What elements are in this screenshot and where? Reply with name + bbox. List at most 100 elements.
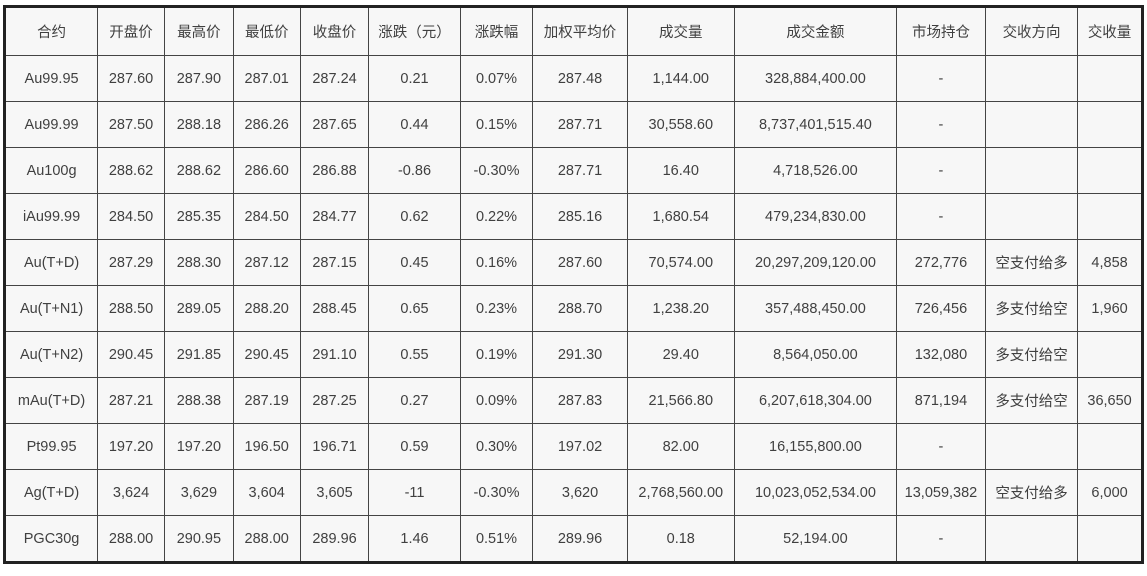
value-cell: 285.16 [532, 193, 628, 240]
value-cell: 0.07% [459, 55, 534, 102]
value-cell: 288.00 [97, 515, 165, 563]
value-cell: - [895, 193, 987, 240]
value-cell: 288.45 [299, 285, 370, 332]
value-cell: 3,604 [232, 469, 301, 516]
value-cell: 0.65 [368, 285, 461, 332]
value-cell: 70,574.00 [626, 239, 735, 286]
contract-cell: PGC30g [3, 515, 99, 563]
value-cell: 0.16% [459, 239, 534, 286]
value-cell: 空支付给多 [984, 239, 1079, 286]
column-header-8: 成交量 [626, 6, 735, 56]
value-cell: 多支付给空 [984, 377, 1079, 424]
value-cell: 290.45 [232, 331, 301, 378]
value-cell: 6,207,618,304.00 [733, 377, 897, 424]
value-cell: 132,080 [895, 331, 987, 378]
value-cell: -0.30% [459, 469, 534, 516]
value-cell: 287.25 [299, 377, 370, 424]
value-cell: 3,620 [532, 469, 628, 516]
market-quotes-table: 合约 开盘价 最高价 最低价 收盘价 涨跌（元） 涨跌幅 加权平均价 成交量 成交金额 市场持仓 交收… [3, 5, 1144, 564]
value-cell: 287.83 [532, 377, 628, 424]
column-header-0: 合约 [3, 6, 99, 56]
value-cell: 288.30 [163, 239, 234, 286]
value-cell: 空支付给多 [984, 469, 1079, 516]
value-cell: 3,605 [299, 469, 370, 516]
value-cell: -0.30% [459, 147, 534, 194]
value-cell: 1,960 [1077, 285, 1143, 332]
value-cell: 196.50 [232, 423, 301, 470]
value-cell: 289.05 [163, 285, 234, 332]
value-cell: 0.45 [368, 239, 461, 286]
value-cell: 0.51% [459, 515, 534, 563]
value-cell: 0.62 [368, 193, 461, 240]
value-cell: 29.40 [626, 331, 735, 378]
value-cell: 290.95 [163, 515, 234, 563]
column-header-4: 收盘价 [299, 6, 370, 56]
value-cell: 82.00 [626, 423, 735, 470]
value-cell: 0.18 [626, 515, 735, 563]
value-cell [1077, 55, 1143, 102]
value-cell: 291.10 [299, 331, 370, 378]
contract-cell: Au99.99 [3, 101, 99, 148]
value-cell: 285.35 [163, 193, 234, 240]
value-cell [1077, 101, 1143, 148]
value-cell: 290.45 [97, 331, 165, 378]
table-row: Ag(T+D) 3,624 3,629 3,604 3,605 -11 -0.30% 3,62… [3, 469, 1143, 516]
value-cell: 286.26 [232, 101, 301, 148]
value-cell: 0.19% [459, 331, 534, 378]
value-cell: - [895, 423, 987, 470]
value-cell: 288.50 [97, 285, 165, 332]
value-cell: 286.60 [232, 147, 301, 194]
value-cell: 36,650 [1077, 377, 1143, 424]
value-cell: 196.71 [299, 423, 370, 470]
value-cell: -11 [368, 469, 461, 516]
value-cell: 291.30 [532, 331, 628, 378]
value-cell: 0.21 [368, 55, 461, 102]
value-cell: 328,884,400.00 [733, 55, 897, 102]
table-row: Au(T+N2) 290.45 291.85 290.45 291.10 0.55 0.19… [3, 331, 1143, 378]
contract-cell: mAu(T+D) [3, 377, 99, 424]
value-cell: 6,000 [1077, 469, 1143, 516]
header-row: 合约 开盘价 最高价 最低价 收盘价 涨跌（元） 涨跌幅 加权平均价 成交量 成交金额 市场持仓 交收… [3, 6, 1143, 56]
value-cell: 287.15 [299, 239, 370, 286]
value-cell: 3,624 [97, 469, 165, 516]
value-cell: 多支付给空 [984, 331, 1079, 378]
value-cell [1077, 515, 1143, 563]
table-row: Pt99.95 197.20 197.20 196.50 196.71 0.59 0.30%… [3, 423, 1143, 470]
column-header-11: 交收方向 [984, 6, 1079, 56]
value-cell: 8,737,401,515.40 [733, 101, 897, 148]
value-cell: 726,456 [895, 285, 987, 332]
value-cell: 1,680.54 [626, 193, 735, 240]
contract-cell: Au(T+D) [3, 239, 99, 286]
table-row: PGC30g 288.00 290.95 288.00 289.96 1.46 0.51% 2… [3, 515, 1143, 563]
value-cell: 479,234,830.00 [733, 193, 897, 240]
value-cell: 21,566.80 [626, 377, 735, 424]
value-cell: 287.19 [232, 377, 301, 424]
value-cell: 288.18 [163, 101, 234, 148]
column-header-2: 最高价 [163, 6, 234, 56]
value-cell [984, 515, 1079, 563]
value-cell: 13,059,382 [895, 469, 987, 516]
value-cell: 287.60 [97, 55, 165, 102]
value-cell: 288.62 [97, 147, 165, 194]
table-row: mAu(T+D) 287.21 288.38 287.19 287.25 0.27 0.09… [3, 377, 1143, 424]
value-cell [1077, 331, 1143, 378]
value-cell: 197.20 [163, 423, 234, 470]
contract-cell: Au(T+N1) [3, 285, 99, 332]
table-row: Au99.95 287.60 287.90 287.01 287.24 0.21 0.07%… [3, 55, 1143, 102]
column-header-6: 涨跌幅 [459, 6, 534, 56]
value-cell: 0.23% [459, 285, 534, 332]
value-cell: 288.62 [163, 147, 234, 194]
value-cell: 1,238.20 [626, 285, 735, 332]
table-row: Au99.99 287.50 288.18 286.26 287.65 0.44 0.15%… [3, 101, 1143, 148]
value-cell: 287.24 [299, 55, 370, 102]
contract-cell: Au100g [3, 147, 99, 194]
value-cell: 871,194 [895, 377, 987, 424]
value-cell: 357,488,450.00 [733, 285, 897, 332]
contract-cell: Au(T+N2) [3, 331, 99, 378]
value-cell: 288.00 [232, 515, 301, 563]
column-header-12: 交收量 [1077, 6, 1143, 56]
value-cell: 284.50 [232, 193, 301, 240]
value-cell: 20,297,209,120.00 [733, 239, 897, 286]
value-cell: 10,023,052,534.00 [733, 469, 897, 516]
value-cell: 284.77 [299, 193, 370, 240]
